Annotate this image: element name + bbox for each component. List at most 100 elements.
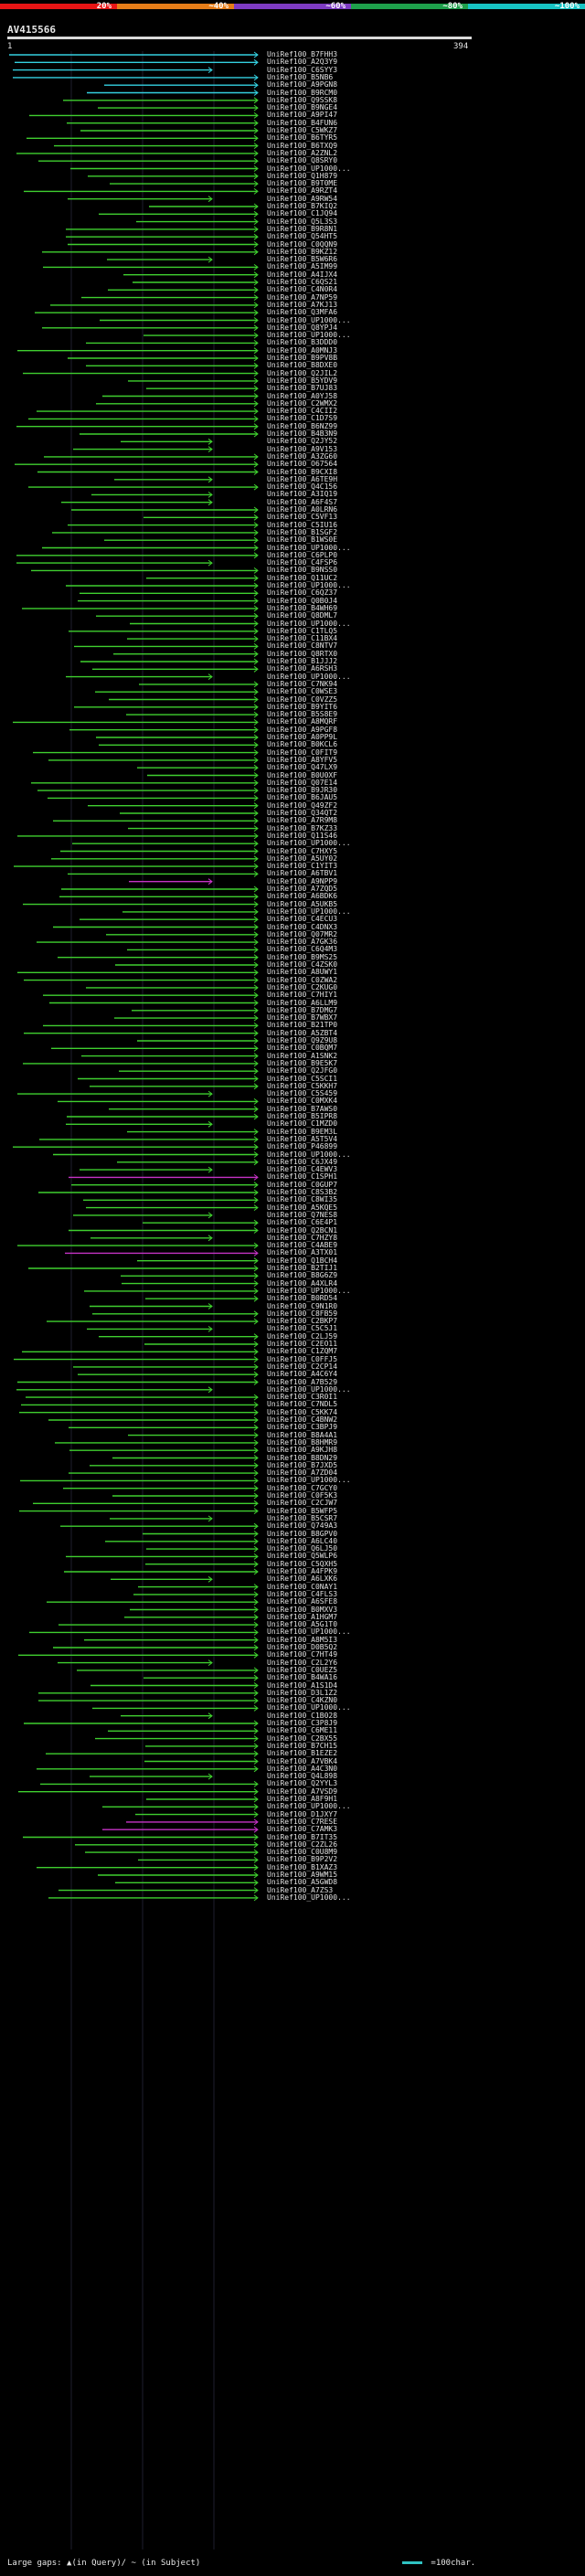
hit-name-link[interactable]: UniRef100_UP1000...: [267, 1384, 351, 1394]
hit-name-link[interactable]: UniRef100_A8UWY1: [267, 968, 338, 977]
hit-name-link[interactable]: UniRef100_Q49ZF2: [267, 800, 338, 810]
hit-name-link[interactable]: UniRef100_B1EZE2: [267, 1749, 338, 1758]
hit-name-link[interactable]: UniRef100_Q8SRY0: [267, 156, 338, 165]
hit-name-link[interactable]: UniRef100_B9MS25: [267, 952, 338, 961]
hit-name-link[interactable]: UniRef100_C7HT49: [267, 1650, 338, 1659]
hit-name-link[interactable]: UniRef100_C5SCI1: [267, 1074, 338, 1083]
hit-name-link[interactable]: UniRef100_B9PV8B: [267, 354, 338, 362]
hit-name-link[interactable]: UniRef100_UP1000...: [267, 672, 351, 681]
hit-name-link[interactable]: UniRef100_B6JAU5: [267, 793, 338, 802]
hit-name-link[interactable]: UniRef100_D1JXY7: [267, 1809, 338, 1818]
hit-name-link[interactable]: UniRef100_D0B5Q2: [267, 1643, 338, 1651]
hit-name-link[interactable]: UniRef100_C1ZQM7: [267, 1347, 338, 1356]
hit-name-link[interactable]: UniRef100_C2EO11: [267, 1340, 338, 1348]
hit-name-link[interactable]: UniRef100_C6PLP0: [267, 550, 338, 559]
hit-name-link[interactable]: UniRef100_A6LLM9: [267, 998, 338, 1007]
hit-name-link[interactable]: UniRef100_B1JJJ2: [267, 657, 338, 665]
hit-name-link[interactable]: UniRef100_Q2YYL3: [267, 1779, 338, 1788]
hit-name-link[interactable]: UniRef100_B7DMG7: [267, 1005, 338, 1014]
hit-name-link[interactable]: UniRef100_A4FPK9: [267, 1567, 338, 1575]
hit-name-link[interactable]: UniRef100_C0MXK4: [267, 1097, 338, 1106]
hit-name-link[interactable]: UniRef100_A9PGF8: [267, 725, 338, 734]
hit-name-link[interactable]: UniRef100_B9RCM0: [267, 88, 338, 97]
hit-name-link[interactable]: UniRef100_C8NTV7: [267, 641, 338, 651]
hit-name-link[interactable]: UniRef100_C4KZN0: [267, 1696, 338, 1705]
hit-name-link[interactable]: UniRef100_A9RW54: [267, 194, 338, 203]
hit-name-link[interactable]: UniRef100_B7UJ83: [267, 384, 338, 393]
hit-name-link[interactable]: UniRef100_Q749A3: [267, 1521, 338, 1531]
hit-name-link[interactable]: UniRef100_A7NP59: [267, 292, 338, 302]
hit-name-link[interactable]: UniRef100_C8WI35: [267, 1195, 338, 1204]
hit-name-link[interactable]: UniRef100_C7GCY0: [267, 1483, 338, 1492]
hit-name-link[interactable]: UniRef100_B5S8E9: [267, 710, 338, 719]
hit-name-link[interactable]: UniRef100_A4C6Y4: [267, 1370, 338, 1379]
hit-name-link[interactable]: UniRef100_O67564: [267, 460, 338, 469]
hit-name-link[interactable]: UniRef100_UP1000...: [267, 315, 351, 324]
hit-name-link[interactable]: UniRef100_B5WFP5: [267, 1506, 338, 1515]
hit-name-link[interactable]: UniRef100_C7HIY1: [267, 991, 338, 1000]
hit-name-link[interactable]: UniRef100_UP1000...: [267, 619, 351, 628]
hit-name-link[interactable]: UniRef100_UP1000...: [267, 1703, 351, 1712]
hit-name-link[interactable]: UniRef100_B7JXD5: [267, 1460, 338, 1469]
hit-name-link[interactable]: UniRef100_P46899: [267, 1142, 338, 1151]
hit-name-link[interactable]: UniRef100_UP1000...: [267, 164, 351, 173]
hit-name-link[interactable]: UniRef100_A5UKB5: [267, 899, 338, 908]
hit-name-link[interactable]: UniRef100_C0U8M9: [267, 1848, 338, 1857]
hit-name-link[interactable]: UniRef100_A2Q3Y9: [267, 58, 338, 67]
hit-name-link[interactable]: UniRef100_A5ZBT4: [267, 1028, 338, 1037]
hit-name-link[interactable]: UniRef100_Q0B0J4: [267, 596, 338, 605]
hit-name-link[interactable]: UniRef100_B7IT35: [267, 1832, 338, 1841]
hit-name-link[interactable]: UniRef100_A8MQRF: [267, 717, 338, 726]
hit-name-link[interactable]: UniRef100_UP1000...: [267, 1892, 351, 1902]
hit-name-link[interactable]: UniRef100_C6SYY3: [267, 65, 338, 74]
hit-name-link[interactable]: UniRef100_C7NDL5: [267, 1400, 338, 1409]
hit-name-link[interactable]: UniRef100_C3P8J9: [267, 1719, 338, 1727]
hit-name-link[interactable]: UniRef100_A5T5V4: [267, 1134, 338, 1143]
hit-name-link[interactable]: UniRef100_C5VF13: [267, 513, 338, 522]
hit-name-link[interactable]: UniRef100_C0GUP7: [267, 1180, 338, 1189]
hit-name-link[interactable]: UniRef100_B5W6R6: [267, 255, 338, 264]
hit-name-link[interactable]: UniRef100_B6NZ99: [267, 421, 338, 430]
hit-name-link[interactable]: UniRef100_UP1000...: [267, 1476, 351, 1485]
hit-name-link[interactable]: UniRef100_A4XLR4: [267, 1278, 338, 1288]
hit-name-link[interactable]: UniRef100_B21TP0: [267, 1021, 338, 1030]
hit-name-link[interactable]: UniRef100_B5CSR7: [267, 1513, 338, 1522]
hit-name-link[interactable]: UniRef100_C0BQM7: [267, 1044, 338, 1053]
hit-name-link[interactable]: UniRef100_B8DXE0: [267, 361, 338, 370]
hit-name-link[interactable]: UniRef100_C2WMX2: [267, 398, 338, 408]
hit-name-link[interactable]: UniRef100_C4DNX3: [267, 922, 338, 931]
hit-name-link[interactable]: UniRef100_C1YIT3: [267, 862, 338, 871]
hit-name-link[interactable]: UniRef100_B0MXV3: [267, 1605, 338, 1614]
hit-name-link[interactable]: UniRef100_C7NK94: [267, 679, 338, 688]
hit-name-link[interactable]: UniRef100_Q07MR2: [267, 929, 338, 938]
hit-name-link[interactable]: UniRef100_B9CXI8: [267, 467, 338, 476]
hit-name-link[interactable]: UniRef100_C5IU16: [267, 520, 338, 529]
hit-name-link[interactable]: UniRef100_B8A4A1: [267, 1430, 338, 1439]
hit-name-link[interactable]: UniRef100_C4FLS3: [267, 1589, 338, 1598]
hit-name-link[interactable]: UniRef100_C0QQN9: [267, 239, 338, 249]
hit-name-link[interactable]: UniRef100_Q5L3S3: [267, 217, 338, 226]
hit-name-link[interactable]: UniRef100_B7KZ33: [267, 823, 338, 832]
hit-name-link[interactable]: UniRef100_C2CJW7: [267, 1499, 338, 1508]
hit-name-link[interactable]: UniRef100_C0NAY1: [267, 1582, 338, 1591]
hit-name-link[interactable]: UniRef100_B7KIQ2: [267, 202, 338, 210]
hit-name-link[interactable]: UniRef100_A0MNJ3: [267, 345, 338, 355]
hit-name-link[interactable]: UniRef100_B4WA16: [267, 1673, 338, 1682]
hit-name-link[interactable]: UniRef100_C0VZZ5: [267, 694, 338, 704]
hit-name-link[interactable]: UniRef100_Q47LX9: [267, 763, 338, 772]
hit-name-link[interactable]: UniRef100_C4BNW2: [267, 1415, 338, 1424]
hit-name-link[interactable]: UniRef100_C0UEZ5: [267, 1665, 338, 1674]
hit-name-link[interactable]: UniRef100_UP1000...: [267, 839, 351, 848]
hit-name-link[interactable]: UniRef100_Q5WLP6: [267, 1552, 338, 1561]
hit-name-link[interactable]: UniRef100_A5UY02: [267, 853, 338, 863]
hit-name-link[interactable]: UniRef100_B1WS0E: [267, 535, 338, 545]
hit-name-link[interactable]: UniRef100_B9R8N1: [267, 224, 338, 233]
hit-name-link[interactable]: UniRef100_A8F9H1: [267, 1795, 338, 1803]
hit-name-link[interactable]: UniRef100_B9KZ12: [267, 247, 338, 256]
hit-name-link[interactable]: UniRef100_C5KK74: [267, 1407, 338, 1416]
hit-name-link[interactable]: UniRef100_Q7NES8: [267, 1210, 338, 1219]
hit-name-link[interactable]: UniRef100_A7B529: [267, 1377, 338, 1386]
hit-name-link[interactable]: UniRef100_B9T0ME: [267, 179, 338, 188]
hit-name-link[interactable]: UniRef100_B2TIJ1: [267, 1264, 338, 1272]
hit-name-link[interactable]: UniRef100_A0PP9L: [267, 733, 338, 741]
